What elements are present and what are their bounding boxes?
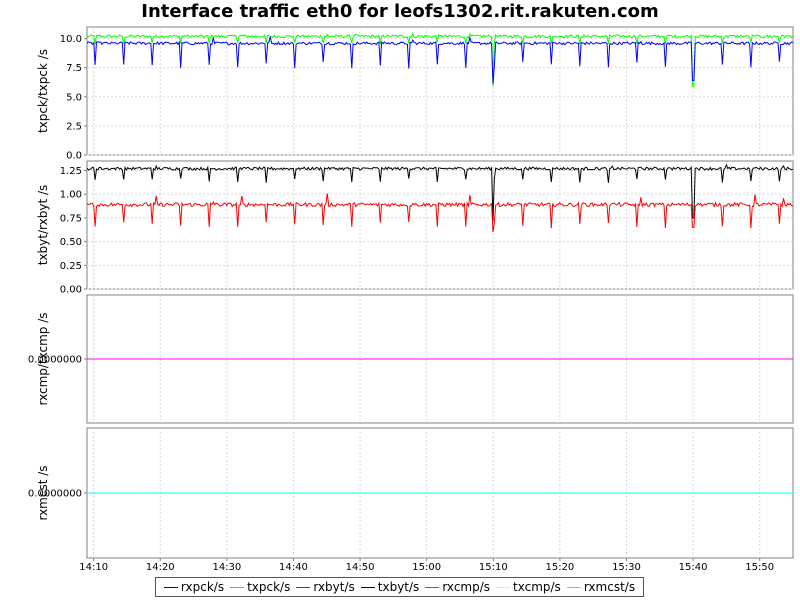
- panel-2-ytick-label: 0.25: [60, 261, 82, 272]
- panel-2-ytick-label: 1.00: [60, 190, 82, 201]
- panel-4-ytick-label: 0.0000000: [28, 489, 82, 500]
- x-tick-label: 15:50: [745, 562, 774, 573]
- x-tick-label: 14:30: [212, 562, 241, 573]
- legend: rxpck/s txpck/s rxbyt/s txbyt/s rxcmp/s txcmp…: [155, 577, 644, 597]
- legend-label: txpck/s: [247, 580, 291, 594]
- series-txbyts-line: [86, 163, 794, 221]
- panel-1-ytick-label: 10.0: [60, 34, 82, 45]
- panel-2-ytick-label: 0.00: [60, 285, 82, 296]
- legend-item: txbyt/s: [360, 580, 420, 594]
- x-tick-label: 15:30: [612, 562, 641, 573]
- x-tick-label: 14:50: [346, 562, 375, 573]
- legend-swatch: [566, 586, 581, 588]
- legend-swatch: [360, 586, 375, 588]
- series-txpcks-line: [86, 32, 794, 87]
- legend-label: rxcmp/s: [442, 580, 491, 594]
- legend-swatch: [296, 586, 311, 588]
- chart-title: Interface traffic eth0 for leofs1302.rit…: [141, 1, 659, 22]
- x-tick-label: 15:00: [412, 562, 441, 573]
- legend-item: rxpck/s: [163, 580, 225, 594]
- panel-1-ytick-label: 2.5: [66, 121, 82, 132]
- legend-item: rxmcst/s: [566, 580, 636, 594]
- legend-swatch: [425, 586, 440, 588]
- x-tick-label: 15:40: [679, 562, 708, 573]
- panel-1-ytick-label: 5.0: [66, 92, 82, 103]
- panel-1-plot-area: [86, 26, 794, 156]
- legend-swatch: [230, 586, 245, 588]
- x-tick-label: 14:20: [146, 562, 175, 573]
- panel-1-ytick-label: 0.0: [66, 151, 82, 162]
- panel-1-ylabel: txpck/txpck /s: [36, 49, 50, 133]
- panel-2-ytick-label: 1.25: [60, 166, 82, 177]
- panel-2-ytick-label: 0.50: [60, 237, 82, 248]
- legend-item: rxcmp/s: [425, 580, 490, 594]
- legend-label: txcmp/s: [513, 580, 561, 594]
- x-tick-label: 14:10: [79, 562, 108, 573]
- legend-swatch: [496, 586, 511, 588]
- x-tick-label: 15:10: [479, 562, 508, 573]
- legend-swatch: [163, 586, 178, 588]
- legend-label: txbyt/s: [377, 580, 420, 594]
- x-tick-label: 14:40: [279, 562, 308, 573]
- panel-3-ylabel: rxcmp/txcmp /s: [36, 312, 50, 405]
- panel-2-ytick-label: 0.75: [60, 213, 82, 224]
- x-tick-label: 15:20: [545, 562, 574, 573]
- legend-item: txpck/s: [230, 580, 290, 594]
- legend-label: rxpck/s: [180, 580, 225, 594]
- series-rxbyts-line: [86, 193, 794, 233]
- panel-3-ytick-label: 0.0000000: [28, 355, 82, 366]
- legend-label: rxmcst/s: [583, 580, 636, 594]
- panel-2-plot-area: [86, 160, 794, 290]
- panel-2-ylabel: txbyt/rxbyt /s: [36, 185, 50, 266]
- series-rxpcks-line: [86, 35, 794, 85]
- legend-label: rxbyt/s: [313, 580, 355, 594]
- panel-4-ylabel: rxmcst /s: [36, 465, 50, 520]
- legend-item: txcmp/s: [496, 580, 561, 594]
- legend-item: rxbyt/s: [296, 580, 355, 594]
- panel-1-ytick-label: 7.5: [66, 63, 82, 74]
